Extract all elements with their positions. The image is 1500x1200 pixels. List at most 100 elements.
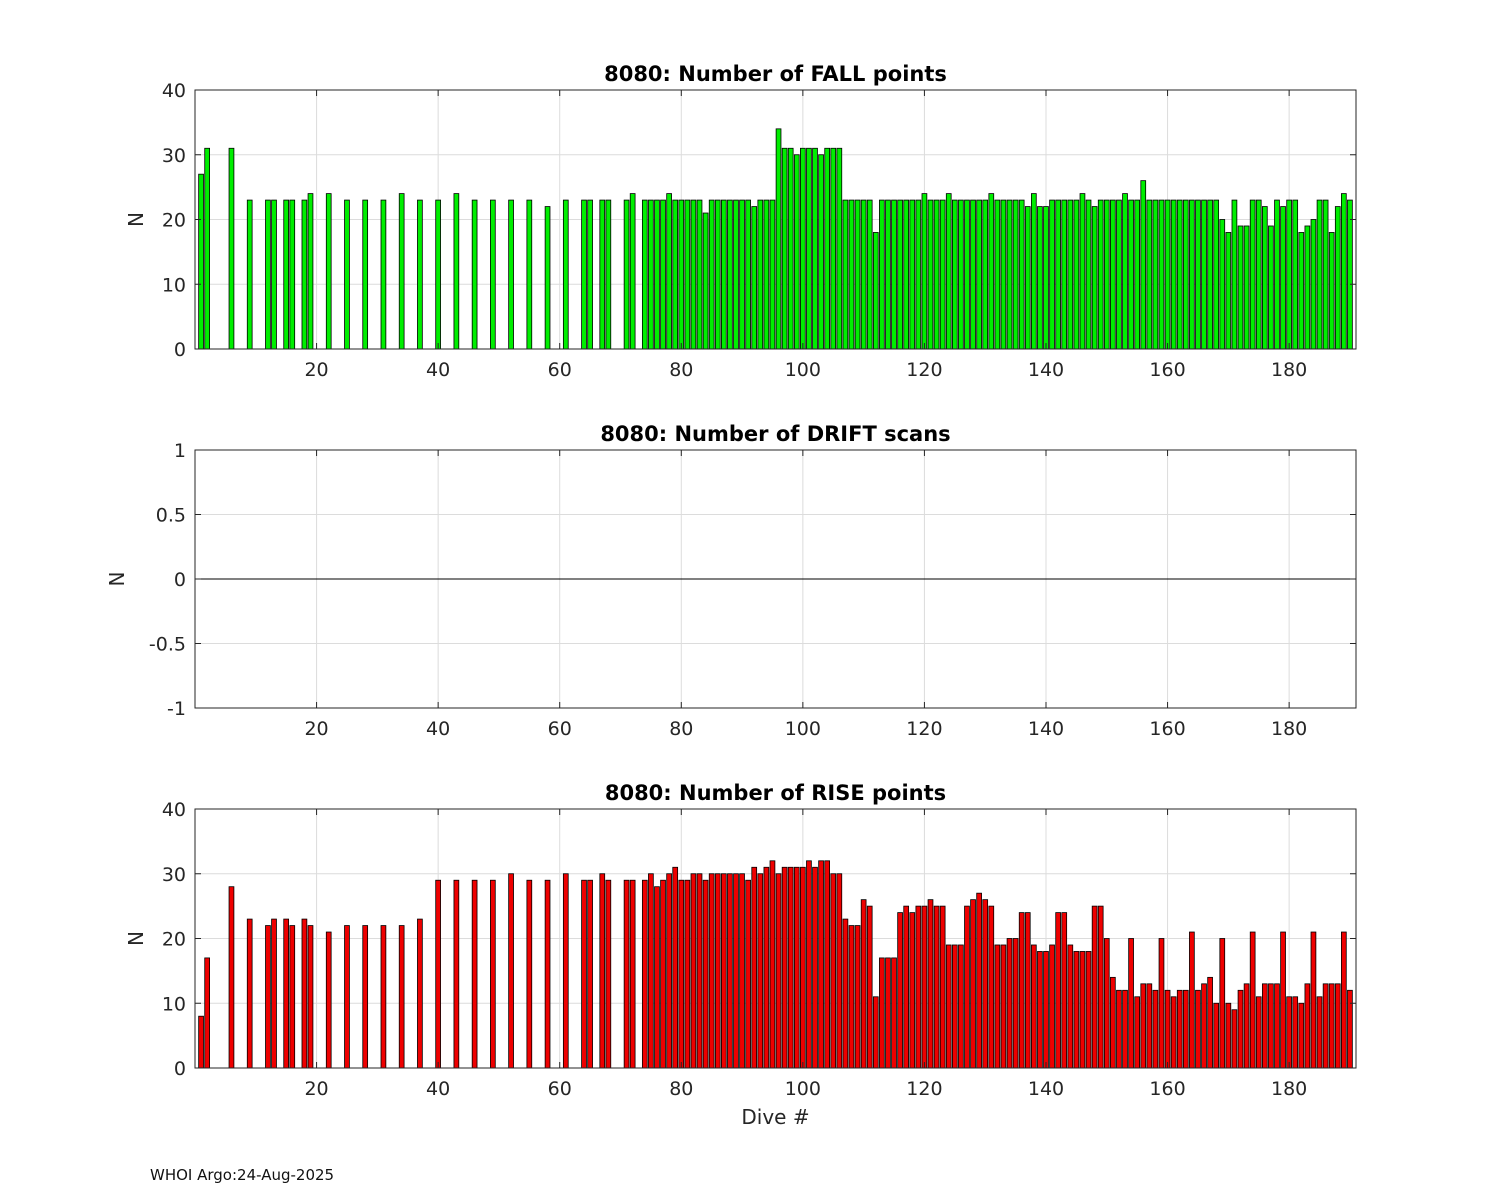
rise-bar xyxy=(666,873,672,1069)
rise-bar xyxy=(933,905,940,1069)
fall-bar xyxy=(872,232,879,350)
fall-bar xyxy=(1000,199,1007,350)
rise-bar xyxy=(939,905,946,1069)
fall-bar xyxy=(915,199,922,350)
fall-ytick-label: 0 xyxy=(174,339,186,361)
rise-xtick-label: 100 xyxy=(785,1078,821,1100)
fall-bar xyxy=(1170,199,1177,350)
rise-bar xyxy=(660,879,666,1069)
rise-bar xyxy=(1134,996,1141,1069)
rise-bar xyxy=(951,944,958,1069)
rise-ytick-label: 0 xyxy=(174,1058,186,1080)
rise-bar xyxy=(1152,989,1159,1069)
rise-bar xyxy=(775,873,782,1069)
rise-bar xyxy=(793,866,800,1069)
rise-bar xyxy=(848,925,855,1069)
rise-bar xyxy=(471,879,478,1069)
fall-bar xyxy=(830,147,837,350)
drift-ylabel: N xyxy=(105,572,129,587)
fall-bar xyxy=(654,199,660,350)
rise-bar xyxy=(800,866,806,1069)
drift-xtick-label: 120 xyxy=(906,718,942,740)
fall-bar xyxy=(1182,199,1189,350)
rise-bar xyxy=(696,873,703,1069)
rise-bar xyxy=(1164,989,1171,1069)
fall-bar xyxy=(976,199,982,350)
rise-bar xyxy=(198,1015,204,1069)
drift-ytick-label: -0.5 xyxy=(149,634,186,656)
fall-bar xyxy=(787,147,794,350)
fall-bar xyxy=(641,199,648,350)
fall-bar xyxy=(1207,199,1213,350)
fall-bar xyxy=(848,199,855,350)
fall-bar xyxy=(1024,206,1031,350)
fall-bar xyxy=(198,173,204,350)
rise-bar xyxy=(818,860,824,1069)
fall-bar xyxy=(806,147,812,350)
rise-bar xyxy=(690,873,697,1069)
fall-xtick-label: 160 xyxy=(1149,359,1185,381)
fall-bar xyxy=(1037,206,1043,350)
fall-bar xyxy=(781,147,788,350)
drift-xtick-label: 20 xyxy=(304,718,328,740)
fall-bar xyxy=(1347,199,1353,350)
rise-bar xyxy=(1176,989,1183,1069)
rise-bar xyxy=(976,892,982,1069)
fall-bar xyxy=(921,193,928,350)
rise-bar xyxy=(921,905,928,1069)
fall-bar xyxy=(812,147,818,350)
fall-bar xyxy=(945,193,952,350)
fall-bar xyxy=(307,193,314,350)
fall-bar xyxy=(836,147,843,350)
rise-bar xyxy=(1031,944,1037,1069)
fall-bar xyxy=(1274,199,1280,350)
fall-bar xyxy=(271,199,277,350)
fall-ylabel: N xyxy=(124,212,148,227)
fall-xtick-label: 80 xyxy=(669,359,693,381)
fall-bar xyxy=(696,199,703,350)
fall-bar xyxy=(854,199,861,350)
fall-bar xyxy=(1152,199,1159,350)
rise-bar xyxy=(988,905,995,1069)
rise-bar xyxy=(781,866,788,1069)
fall-bar xyxy=(909,199,916,350)
fall-bar xyxy=(1116,199,1122,350)
rise-bar xyxy=(1304,983,1311,1069)
fall-bar xyxy=(1316,199,1323,350)
fall-bar xyxy=(891,199,897,350)
rise-bar xyxy=(325,931,332,1069)
rise-bar xyxy=(812,866,818,1069)
drift-xtick-label: 180 xyxy=(1271,718,1307,740)
rise-bar xyxy=(289,925,296,1069)
rise-bar xyxy=(453,879,460,1069)
fall-bar xyxy=(964,199,970,350)
rise-bar xyxy=(1341,931,1347,1069)
rise-xlabel: Dive # xyxy=(741,1105,809,1129)
fall-bar xyxy=(885,199,891,350)
fall-bar xyxy=(417,199,423,350)
rise-bar xyxy=(678,879,685,1069)
rise-bar xyxy=(623,879,630,1069)
rise-bar xyxy=(1000,944,1007,1069)
fall-bar xyxy=(927,199,934,350)
fall-bar xyxy=(1073,199,1080,350)
rise-bar xyxy=(891,957,897,1069)
fall-bar xyxy=(733,199,739,350)
rise-bar xyxy=(1280,931,1286,1069)
rise-bar xyxy=(562,873,569,1069)
drift-chart-title: 8080: Number of DRIFT scans xyxy=(600,422,950,446)
fall-bar xyxy=(727,199,733,350)
rise-bar xyxy=(982,899,989,1069)
rise-bar xyxy=(1334,983,1341,1069)
rise-bar xyxy=(897,912,903,1069)
fall-bar xyxy=(1103,199,1110,350)
rise-bar xyxy=(872,996,879,1069)
fall-bar xyxy=(605,199,612,350)
fall-bar xyxy=(879,199,885,350)
rise-bar xyxy=(1347,989,1353,1069)
fall-bar xyxy=(757,199,764,350)
fall-bar xyxy=(1280,206,1286,350)
fall-bar xyxy=(842,199,849,350)
fall-bar xyxy=(866,199,873,350)
